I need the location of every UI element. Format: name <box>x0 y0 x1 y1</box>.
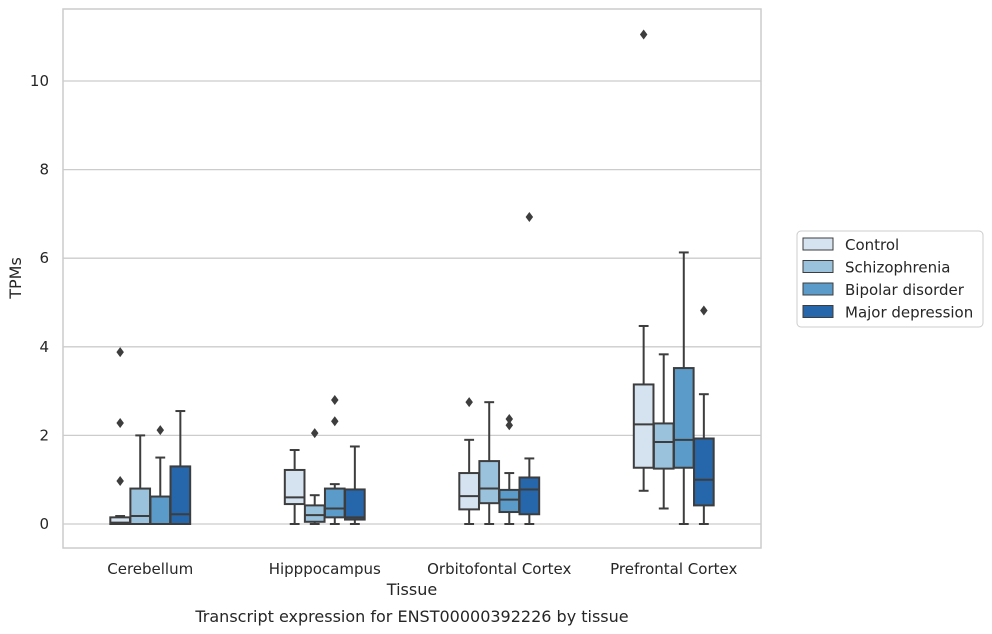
y-tick-label: 10 <box>30 72 49 90</box>
box-body <box>344 488 366 521</box>
box-body <box>693 437 715 507</box>
y-tick-label: 6 <box>39 249 49 267</box>
box-body <box>149 495 172 525</box>
box-3-2 <box>672 251 695 525</box>
outlier-point <box>639 29 648 40</box>
y-tick-label: 8 <box>39 161 49 179</box>
box-1-1 <box>303 428 326 525</box>
x-tick-label: Hipppocampus <box>269 560 381 578</box>
y-tick-label: 0 <box>39 515 49 533</box>
box-2-2 <box>498 414 521 525</box>
box-2-0 <box>458 397 480 525</box>
box-3-1 <box>652 353 675 510</box>
outlier-point <box>331 394 339 405</box>
box-1-3 <box>344 445 366 525</box>
box-0-1 <box>129 434 152 525</box>
y-tick-labels: 0 2 4 6 8 10 <box>30 72 49 533</box>
box-2-3 <box>518 212 541 525</box>
plot-frame <box>62 8 762 549</box>
box-body <box>283 468 306 506</box>
box-2-1 <box>478 401 501 525</box>
legend-swatch <box>802 305 834 318</box>
legend-label: Control <box>845 236 899 254</box>
box-1-0 <box>283 449 306 525</box>
outlier-point <box>116 476 124 487</box>
outlier-point <box>156 425 165 436</box>
box-3-0 <box>632 29 655 492</box>
box-body <box>652 422 675 470</box>
y-tick-label: 2 <box>39 426 49 444</box>
outlier-point <box>310 428 319 439</box>
outlier-point <box>525 212 534 223</box>
box-body <box>498 488 521 514</box>
y-axis-label: TPMs <box>6 257 25 300</box>
legend-label: Major depression <box>845 304 973 322</box>
x-tick-label: Prefrontal Cortex <box>610 560 737 578</box>
outlier-point <box>505 420 514 431</box>
box-0-2 <box>149 425 172 525</box>
box-body <box>458 472 480 511</box>
box-body <box>672 367 695 469</box>
outlier-point <box>700 305 708 316</box>
x-axis-label: Tissue <box>386 580 437 599</box>
box-body <box>632 383 655 469</box>
outlier-point <box>331 416 339 427</box>
box-body <box>518 476 541 516</box>
box-body <box>303 504 326 523</box>
legend-label: Bipolar disorder <box>845 281 965 299</box>
legend-label: Schizophrenia <box>845 259 950 277</box>
box-body <box>478 460 501 505</box>
legend-swatch <box>802 260 834 273</box>
box-3-3 <box>693 305 715 525</box>
box-body <box>323 487 346 519</box>
legend-swatch <box>802 237 834 251</box>
outlier-point <box>465 397 473 408</box>
legend: Control Schizophrenia Bipolar disorder Majo… <box>796 230 984 328</box>
box-0-3 <box>169 410 192 526</box>
outlier-point <box>116 347 124 358</box>
box-plots <box>109 29 715 526</box>
grid-lines <box>63 80 761 525</box>
legend-swatch <box>802 282 834 296</box>
figure-caption: Transcript expression for ENST0000039222… <box>194 607 628 626</box>
box-body <box>169 465 192 526</box>
x-tick-label: Orbitofontal Cortex <box>427 560 571 578</box>
y-tick-label: 4 <box>39 338 49 356</box>
outlier-point <box>505 414 514 425</box>
legend-frame <box>796 230 984 328</box>
box-1-2 <box>323 394 346 525</box>
x-tick-label: Cerebellum <box>107 560 193 578</box>
x-tick-labels: Cerebellum Hipppocampus Orbitofontal Corte… <box>107 560 737 578</box>
box-body <box>129 487 152 525</box>
outlier-point <box>116 417 124 428</box>
